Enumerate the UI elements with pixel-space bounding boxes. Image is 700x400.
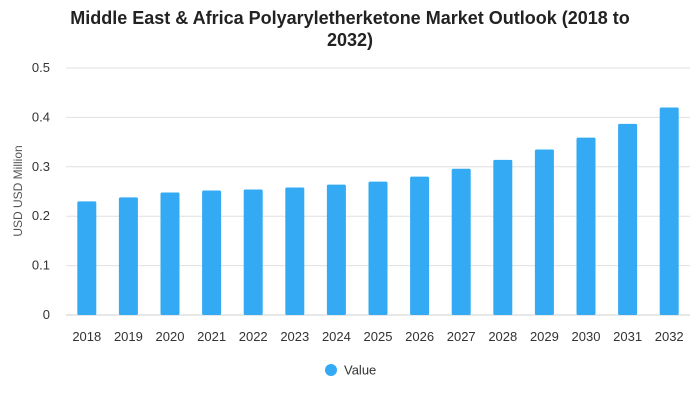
x-tick-label: 2021 [197, 329, 226, 344]
bar-2018[interactable] [77, 201, 97, 315]
x-tick-label: 2030 [572, 329, 601, 344]
y-tick-label: 0.2 [32, 208, 50, 223]
x-tick-label: 2032 [655, 329, 684, 344]
x-tick-label: 2029 [530, 329, 559, 344]
bar-2031[interactable] [618, 123, 638, 316]
x-tick-label: 2027 [447, 329, 476, 344]
bar-2030[interactable] [576, 137, 596, 315]
x-tick-label: 2023 [280, 329, 309, 344]
y-tick-label: 0.4 [32, 109, 50, 124]
x-tick-label: 2020 [156, 329, 185, 344]
bar-2022[interactable] [243, 189, 263, 315]
y-tick-label: 0.3 [32, 159, 50, 174]
y-axis-label: USD USD Million [11, 145, 25, 236]
y-tick-label: 0 [43, 307, 50, 322]
chart-title-line-2: 2032) [326, 30, 374, 50]
bar-2029[interactable] [534, 149, 554, 315]
legend-marker [325, 364, 337, 376]
bar-2023[interactable] [285, 187, 305, 315]
x-tick-label: 2031 [613, 329, 642, 344]
legend-label: Value [344, 363, 376, 378]
bars [77, 107, 679, 316]
y-tick-labels: 0 0.1 0.2 0.3 0.4 0.5 [32, 60, 50, 322]
x-tick-label: 2028 [488, 329, 517, 344]
bar-2027[interactable] [451, 168, 471, 315]
bar-2024[interactable] [326, 184, 346, 315]
bar-2020[interactable] [160, 192, 180, 315]
x-tick-labels: 2018 2019 2020 2021 2022 2023 2024 2025 2026 2027… [72, 329, 683, 344]
y-tick-label: 0.5 [32, 60, 50, 75]
bar-2025[interactable] [368, 181, 388, 315]
bar-2019[interactable] [118, 197, 138, 315]
legend[interactable]: Value [325, 363, 376, 378]
x-tick-label: 2022 [239, 329, 268, 344]
x-tick-label: 2026 [405, 329, 434, 344]
x-tick-label: 2024 [322, 329, 351, 344]
y-tick-label: 0.1 [32, 258, 50, 273]
x-tick-label: 2025 [364, 329, 393, 344]
chart-title-line-1: Middle East & Africa Polyaryletherketone… [70, 8, 630, 28]
bar-2032[interactable] [659, 107, 679, 316]
x-tick-label: 2019 [114, 329, 143, 344]
bar-2026[interactable] [410, 176, 430, 315]
bar-2028[interactable] [493, 159, 513, 315]
x-tick-label: 2018 [72, 329, 101, 344]
bar-2021[interactable] [202, 190, 222, 315]
